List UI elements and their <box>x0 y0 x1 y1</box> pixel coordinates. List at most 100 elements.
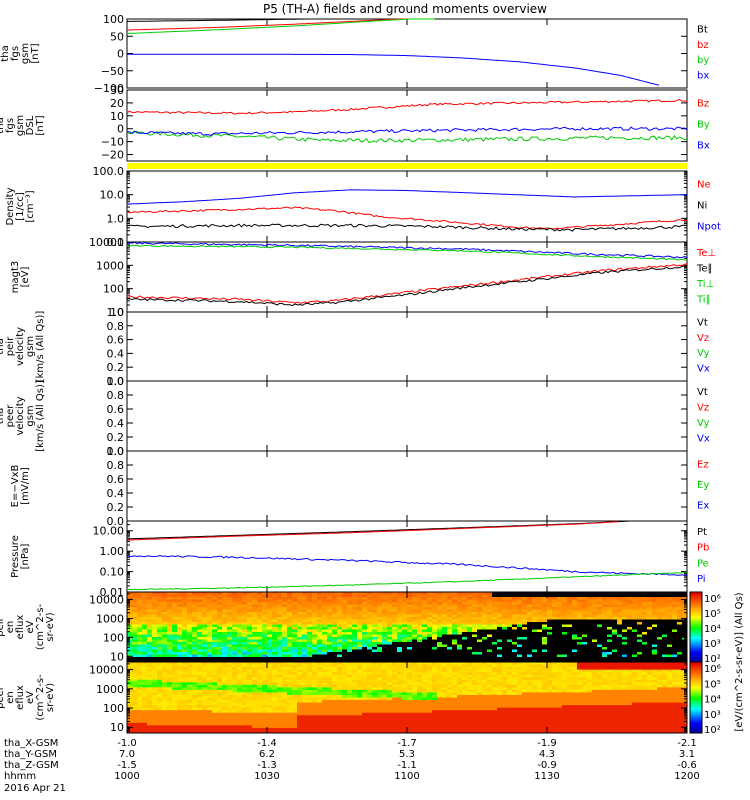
heat-cell <box>557 637 563 640</box>
heat-cell <box>202 730 208 734</box>
heat-cell <box>392 649 398 653</box>
heat-cell <box>197 664 203 668</box>
heat-cell <box>452 629 458 633</box>
heat-cell <box>432 612 438 615</box>
heat-cell <box>272 662 278 665</box>
heat-cell <box>497 602 503 605</box>
heat-cell <box>222 662 228 665</box>
heat-cell <box>467 632 473 635</box>
heat-cell <box>562 659 568 663</box>
heat-cell <box>522 607 528 610</box>
heat-cell <box>527 622 533 625</box>
heat-cell <box>302 664 308 668</box>
heat-cell <box>307 617 313 620</box>
heat-cell <box>652 624 658 628</box>
heat-cell <box>667 659 673 663</box>
heat-cell <box>522 629 528 633</box>
heat-cell <box>157 687 163 691</box>
heat-cell <box>567 607 573 610</box>
heat-cell <box>397 594 403 598</box>
heat-cell <box>512 632 518 635</box>
heat-cell <box>197 662 203 665</box>
heat-cell <box>557 624 563 628</box>
heat-cell <box>682 604 688 608</box>
heat-cell <box>252 667 258 671</box>
heat-cell <box>547 609 553 613</box>
heat-cell <box>232 632 238 635</box>
heat-cell <box>172 594 178 598</box>
heat-cell <box>572 602 578 605</box>
heat-cell <box>352 700 358 703</box>
heat-cell <box>307 700 313 703</box>
heat-cell <box>247 697 253 701</box>
heat-cell <box>147 604 153 608</box>
heat-cell <box>217 692 223 696</box>
heat-cell <box>272 717 278 721</box>
heat-cell <box>597 649 603 653</box>
heat-cell <box>272 612 278 615</box>
heat-cell <box>252 712 258 716</box>
heat-cell <box>457 602 463 605</box>
heat-cell <box>307 682 313 686</box>
heat-cell <box>352 677 358 681</box>
heat-cell <box>607 642 613 645</box>
heat-cell <box>417 652 423 655</box>
heat-cell <box>472 592 478 595</box>
heat-cell <box>527 642 533 645</box>
heat-cell <box>272 644 278 648</box>
heat-cell <box>292 602 298 605</box>
heat-cell <box>427 627 433 630</box>
heat-cell <box>587 614 593 618</box>
heat-cell <box>337 705 343 709</box>
ytick-label: 0.2 <box>107 431 125 444</box>
heat-cell <box>357 672 363 676</box>
heat-cell <box>517 622 523 625</box>
heat-cell <box>247 692 253 696</box>
heat-cell <box>512 647 518 650</box>
heat-cell <box>552 659 558 663</box>
heat-cell <box>227 707 233 711</box>
heat-cell <box>367 644 373 648</box>
heat-cell <box>517 619 523 623</box>
heat-cell <box>512 597 518 600</box>
heat-cell <box>417 629 423 633</box>
heat-cell <box>342 664 348 668</box>
heat-cell <box>342 672 348 676</box>
heat-cell <box>192 727 198 731</box>
heat-cell <box>592 652 598 655</box>
heat-cell <box>267 637 273 640</box>
heat-cell <box>382 612 388 615</box>
heat-cell <box>247 612 253 615</box>
heat-cell <box>677 644 683 648</box>
heat-cell <box>332 710 338 714</box>
heat-cell <box>287 672 293 676</box>
heat-cell <box>362 644 368 648</box>
heat-cell <box>347 722 353 726</box>
heat-cell <box>457 622 463 625</box>
heat-cell <box>177 682 183 686</box>
heat-cell <box>472 607 478 610</box>
heat-cell <box>217 697 223 701</box>
heat-cell <box>182 712 188 716</box>
ytick-label: 30 <box>110 84 124 97</box>
heat-cell <box>377 644 383 648</box>
heat-cell <box>322 700 328 703</box>
heat-cell <box>477 652 483 655</box>
heat-cell <box>277 667 283 671</box>
heat-cell <box>382 592 388 595</box>
heat-cell <box>362 652 368 655</box>
heat-cell <box>582 597 588 600</box>
heat-cell <box>427 639 433 643</box>
heat-cell <box>437 629 443 633</box>
heat-cell <box>547 612 553 615</box>
heat-cell <box>627 612 633 615</box>
heat-cell <box>142 634 148 638</box>
ylabel-line: fgs <box>10 46 21 61</box>
heat-cell <box>557 642 563 645</box>
heat-cell <box>127 715 133 719</box>
heat-cell <box>262 622 268 625</box>
heat-cell <box>197 722 203 726</box>
heat-cell <box>527 652 533 655</box>
heat-cell <box>282 689 288 693</box>
heat-cell <box>307 689 313 693</box>
